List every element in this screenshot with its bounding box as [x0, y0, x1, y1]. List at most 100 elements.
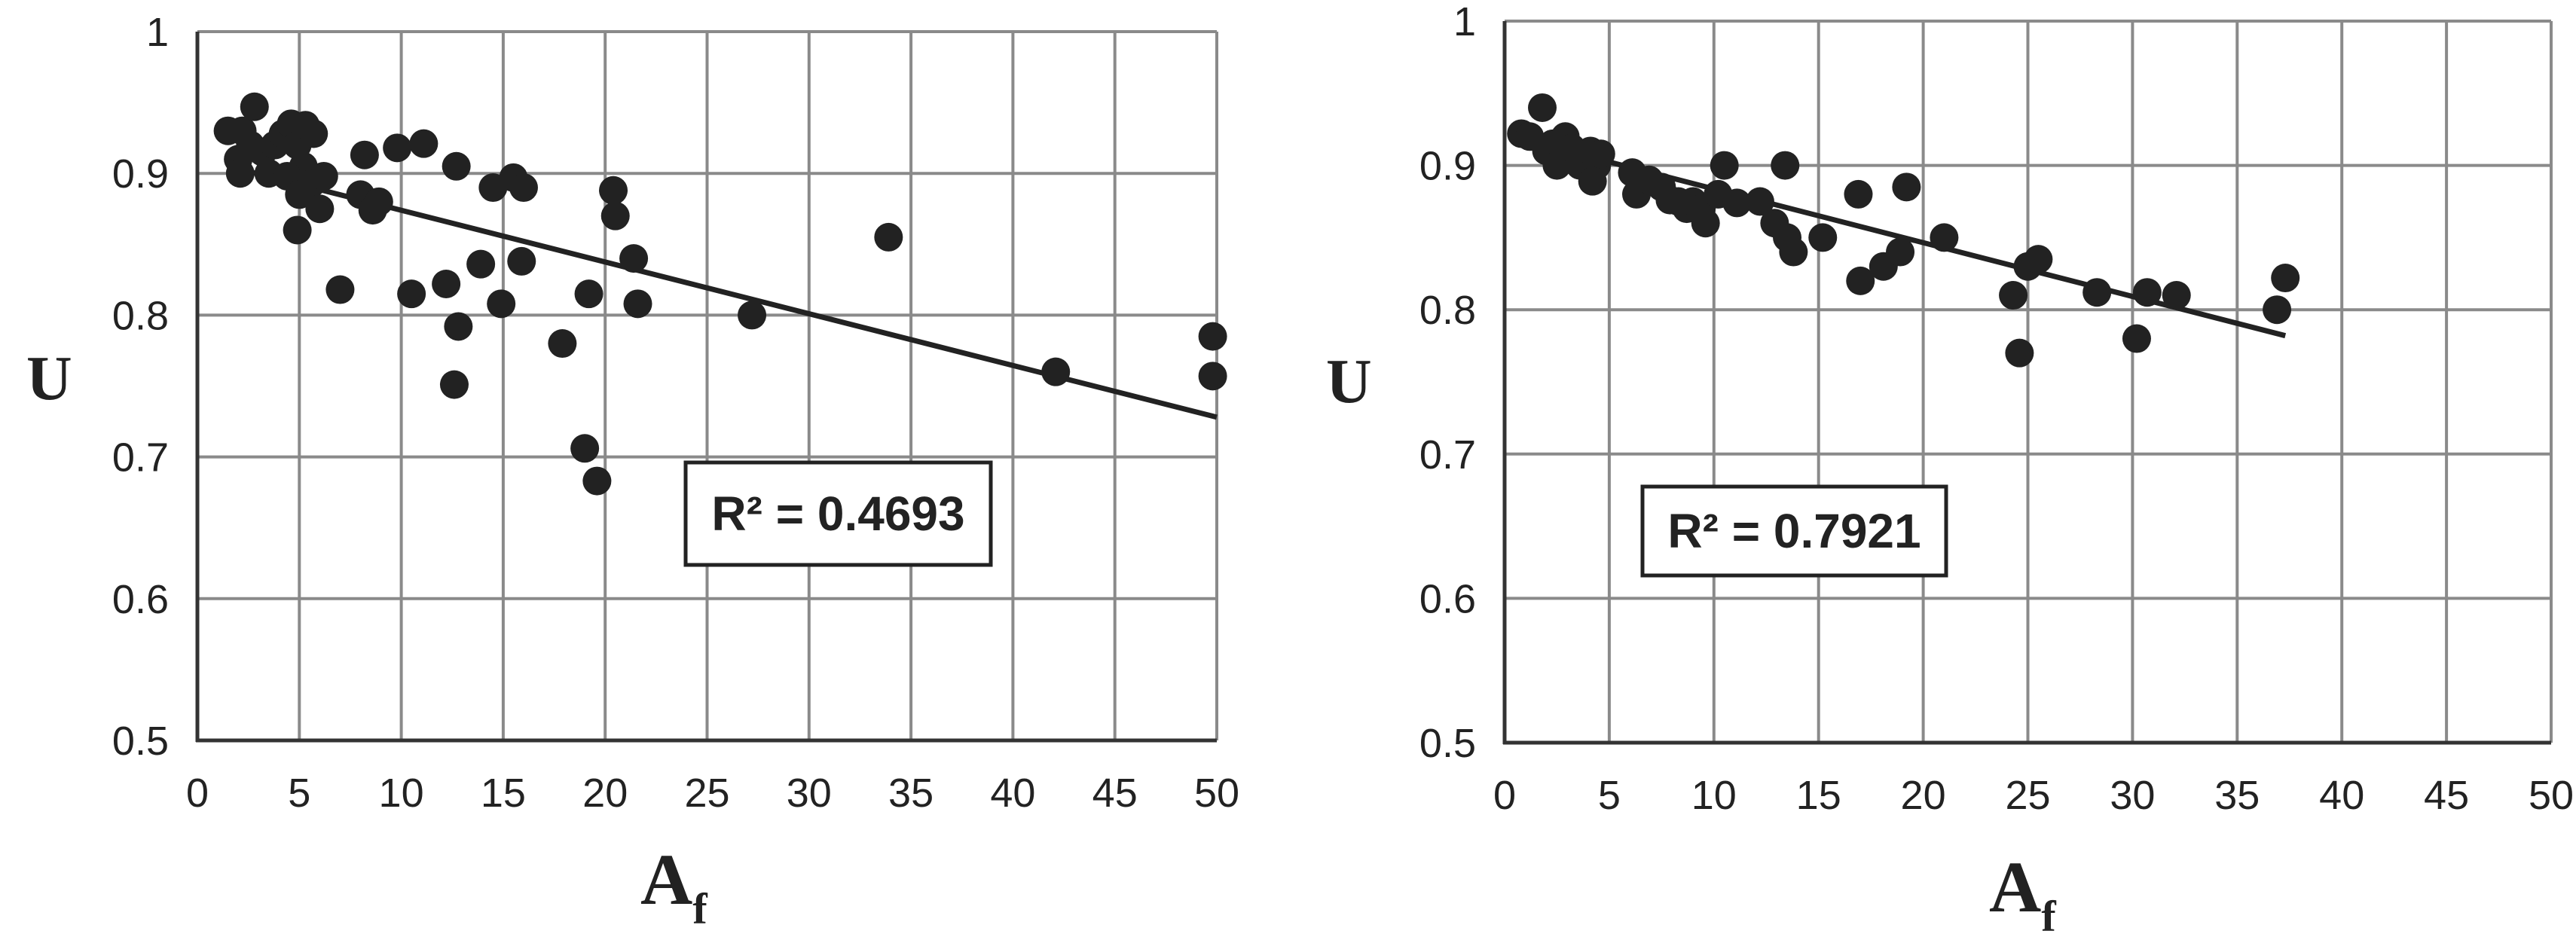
- data-point: [2024, 245, 2053, 274]
- x-tick-label: 50: [2529, 773, 2574, 818]
- r-squared-box: [1640, 484, 1948, 578]
- x-tick-label: 45: [2424, 773, 2469, 818]
- x-tick-label: 20: [1901, 773, 1946, 818]
- data-point: [1745, 187, 1774, 216]
- y-tick-label: 0.7: [1419, 432, 1476, 478]
- x-axis-label-subscript: f: [692, 884, 707, 933]
- data-point: [2263, 295, 2292, 325]
- data-point: [2122, 324, 2151, 353]
- data-point: [1586, 139, 1615, 169]
- x-tick-label: 30: [2110, 773, 2155, 818]
- x-tick-label: 15: [1796, 773, 1841, 818]
- y-tick-label: 0.6: [112, 577, 169, 622]
- data-point: [299, 119, 328, 148]
- data-point: [466, 249, 496, 279]
- data-point: [1710, 151, 1739, 180]
- data-point: [509, 173, 538, 203]
- data-point: [738, 301, 767, 330]
- x-tick-label: 10: [1691, 773, 1737, 818]
- data-point: [2271, 264, 2300, 293]
- data-point: [240, 92, 269, 121]
- data-point: [1886, 237, 1915, 267]
- x-tick-label: 40: [990, 771, 1035, 816]
- data-point: [2005, 338, 2034, 368]
- data-point: [1528, 93, 1557, 122]
- data-point: [570, 434, 600, 463]
- x-axis-label-subscript: f: [2041, 892, 2056, 937]
- y-tick-label: 0.9: [112, 151, 169, 197]
- data-point: [1771, 151, 1800, 180]
- data-point: [1691, 209, 1720, 238]
- x-tick-label: 25: [2005, 773, 2050, 818]
- y-tick-label: 1: [1453, 0, 1476, 44]
- data-points: [213, 92, 1227, 496]
- x-tick-label: 20: [582, 771, 628, 816]
- data-point: [487, 289, 516, 319]
- data-point: [2132, 278, 2162, 307]
- chart-left: 0 5 10 15 20 25 30 35 40 45 50 0.5 0.6 0.7 0.8 0.9 1 U Af R…: [26, 10, 1239, 933]
- x-tick-label: 35: [888, 771, 934, 816]
- data-point: [225, 159, 255, 188]
- x-tick-label: 35: [2214, 773, 2260, 818]
- data-point: [582, 466, 612, 496]
- x-axis-label-main: A: [640, 839, 692, 920]
- x-tick-label: 5: [288, 771, 310, 816]
- y-tick-label: 0.9: [1419, 144, 1476, 189]
- data-point: [350, 140, 379, 169]
- data-point: [305, 194, 335, 224]
- data-point: [442, 151, 471, 181]
- data-point: [1198, 362, 1227, 391]
- r-squared-label: R² = 0.4693: [711, 487, 964, 541]
- data-point: [1892, 172, 1921, 202]
- data-point: [2162, 281, 2191, 310]
- x-tick-label: 10: [379, 771, 424, 816]
- data-point: [309, 161, 338, 191]
- data-points: [1507, 93, 2300, 368]
- y-tick-label: 0.6: [1419, 576, 1476, 621]
- y-tick-label: 0.7: [112, 435, 169, 481]
- data-point: [1722, 188, 1752, 218]
- x-tick-label: 45: [1092, 771, 1138, 816]
- data-point: [874, 222, 903, 252]
- data-point: [1041, 357, 1071, 386]
- x-tick-label: 0: [1493, 773, 1516, 818]
- data-point: [1779, 237, 1808, 267]
- data-point: [1999, 281, 2028, 310]
- x-axis-label: Af: [640, 839, 707, 933]
- y-tick-label: 0.5: [112, 719, 169, 764]
- x-tick-label: 25: [684, 771, 729, 816]
- x-tick-label: 40: [2319, 773, 2364, 818]
- data-point: [325, 275, 355, 304]
- data-point: [600, 201, 630, 230]
- data-point: [599, 175, 628, 205]
- y-tick-label: 0.8: [1419, 288, 1476, 333]
- x-axis-label: Af: [1989, 847, 2056, 937]
- data-point: [623, 289, 652, 319]
- r-squared-box: [683, 460, 993, 567]
- data-point: [397, 279, 426, 309]
- data-point: [619, 244, 649, 273]
- x-axis-label-main: A: [1989, 847, 2041, 927]
- data-point: [283, 215, 312, 245]
- y-tick-label: 1: [146, 10, 169, 55]
- x-tick-label: 30: [787, 771, 832, 816]
- data-point: [364, 187, 393, 216]
- chart-right: 0 5 10 15 20 25 30 35 40 45 50 0.5 0.6 0.7 0.8 0.9 1 U Af R…: [1326, 0, 2574, 937]
- y-tick-label: 0.8: [112, 293, 169, 338]
- data-point: [432, 269, 461, 298]
- data-point: [383, 133, 412, 163]
- x-tick-label: 15: [481, 771, 526, 816]
- y-axis-label: U: [26, 343, 72, 414]
- y-tick-label: 0.5: [1419, 721, 1476, 766]
- data-point: [1578, 166, 1607, 196]
- data-point: [507, 246, 536, 276]
- data-point: [1198, 322, 1227, 351]
- x-tick-label: 0: [186, 771, 209, 816]
- data-point: [574, 279, 604, 309]
- data-point: [439, 370, 469, 399]
- x-tick-label: 5: [1598, 773, 1621, 818]
- data-point: [1846, 266, 1875, 295]
- data-point: [1808, 223, 1838, 252]
- grid-lines: [196, 30, 1218, 742]
